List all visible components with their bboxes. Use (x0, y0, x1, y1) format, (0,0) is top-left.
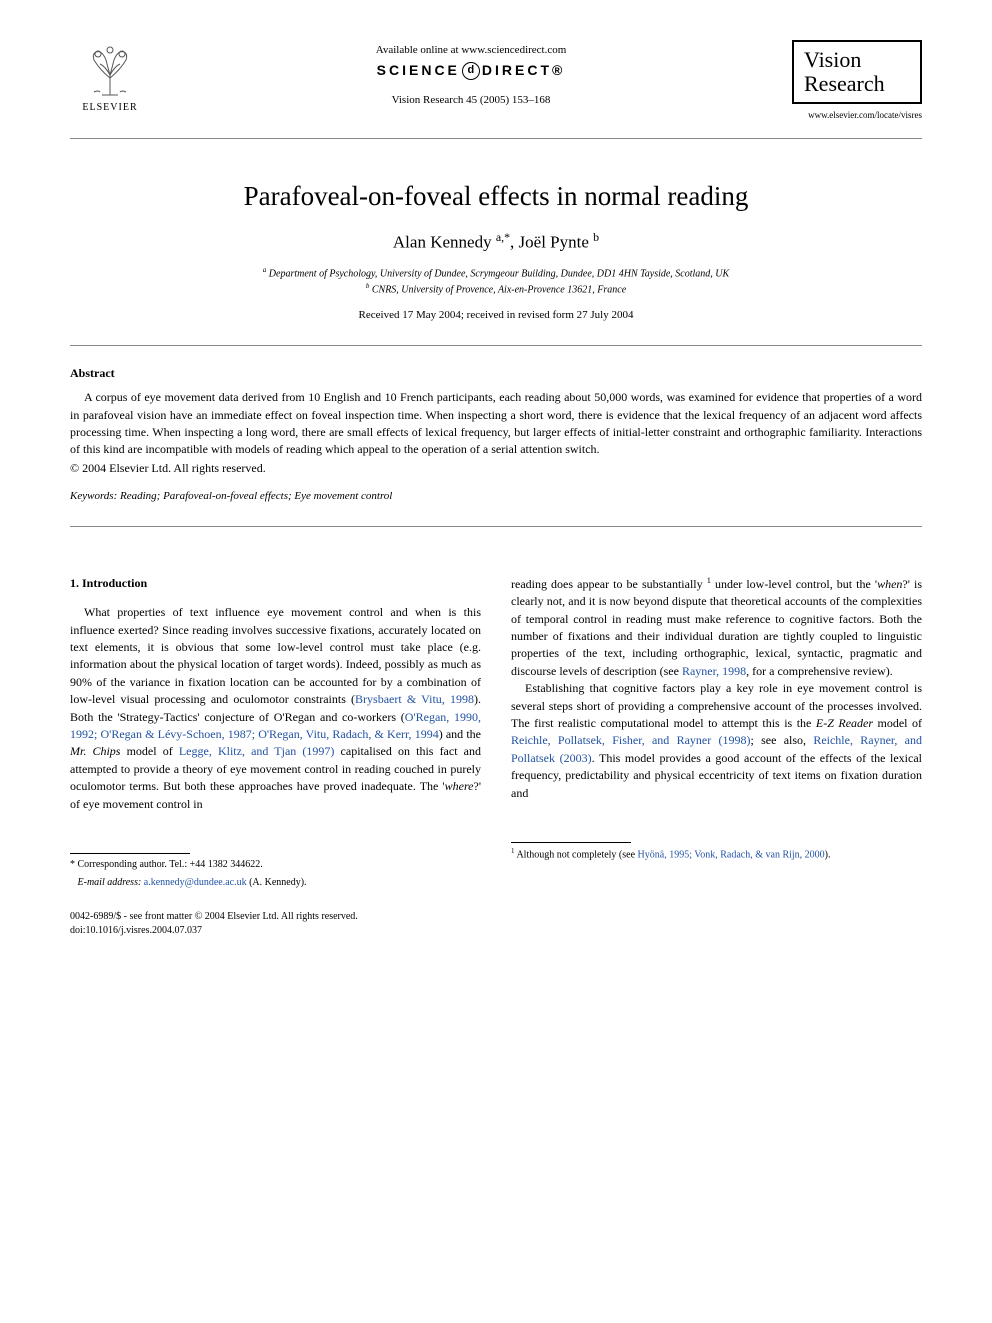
elsevier-label: ELSEVIER (82, 102, 137, 113)
ref-brysbaert[interactable]: Brysbaert & Vitu, 1998 (355, 692, 474, 706)
ref-legge[interactable]: Legge, Klitz, and Tjan (1997) (179, 744, 335, 758)
section-1-heading: 1. Introduction (70, 575, 481, 592)
abstract-heading: Abstract (70, 366, 922, 381)
t3: ) and the (439, 727, 481, 741)
email-note: E-mail address: a.kennedy@dundee.ac.uk (… (70, 876, 481, 890)
sciencedirect-logo: SCIENCEdDIRECT® (150, 62, 792, 80)
elsevier-tree-icon (80, 40, 140, 100)
r1: reading does appear to be substantially (511, 577, 707, 591)
fn1b: ). (825, 849, 831, 860)
divider-2 (70, 526, 922, 527)
keywords-text: Reading; Parafoveal-on-foveal effects; E… (120, 490, 392, 502)
footnote-1: 1 Although not completely (see Hyönä, 19… (511, 847, 922, 862)
abstract-body: A corpus of eye movement data derived fr… (70, 389, 922, 459)
affiliation-b-text: CNRS, University of Provence, Aix-en-Pro… (372, 284, 626, 295)
author-1-aff: a,* (496, 230, 510, 244)
sd-left: SCIENCE (377, 62, 460, 78)
article-title: Parafoveal-on-foveal effects in normal r… (70, 181, 922, 212)
affiliation-a-text: Department of Psychology, University of … (269, 268, 729, 279)
corr-star: * (70, 859, 78, 870)
elsevier-logo: ELSEVIER (70, 40, 150, 130)
mr-chips: Mr. Chips (70, 744, 120, 758)
corresponding-author-note: * Corresponding author. Tel.: +44 1382 3… (70, 858, 481, 872)
keywords-label: Keywords: (70, 490, 117, 502)
two-columns: 1. Introduction What properties of text … (70, 575, 922, 890)
header-center: Available online at www.sciencedirect.co… (150, 40, 792, 106)
fn1a: Although not completely (see (515, 849, 638, 860)
corr-text: Corresponding author. Tel.: +44 1382 344… (78, 859, 263, 870)
sd-right: DIRECT® (482, 62, 565, 78)
abstract-copyright: © 2004 Elsevier Ltd. All rights reserved… (70, 461, 922, 476)
ref-reichle98[interactable]: Reichle, Pollatsek, Fisher, and Rayner (… (511, 733, 751, 747)
email-tail: (A. Kennedy). (247, 877, 307, 888)
header-bar: ELSEVIER Available online at www.science… (70, 40, 922, 139)
journal-reference: Vision Research 45 (2005) 153–168 (150, 94, 792, 106)
journal-name-1: Vision (804, 48, 910, 72)
footer-doi: doi:10.1016/j.visres.2004.07.037 (70, 924, 922, 938)
article-dates: Received 17 May 2004; received in revise… (70, 309, 922, 321)
footnote-rule-left (70, 853, 190, 854)
r6: model of (873, 716, 922, 730)
intro-para-1-right: reading does appear to be substantially … (511, 575, 922, 680)
footer: 0042-6989/$ - see front matter © 2004 El… (70, 910, 922, 938)
r4: , for a comprehensive review). (746, 664, 893, 678)
keywords: Keywords: Reading; Parafoveal-on-foveal … (70, 490, 922, 502)
when-italic: when (877, 577, 902, 591)
author-1: Alan Kennedy (393, 233, 496, 252)
sd-at-icon: d (462, 62, 480, 80)
ref-hyona[interactable]: Hyönä, 1995; Vonk, Radach, & van Rijn, 2… (638, 849, 825, 860)
journal-url: www.elsevier.com/locate/visres (792, 110, 922, 120)
intro-para-1-left: What properties of text influence eye mo… (70, 604, 481, 813)
r2: under low-level control, but the ' (711, 577, 877, 591)
corresponding-email[interactable]: a.kennedy@dundee.ac.uk (144, 877, 247, 888)
email-label: E-mail address: (78, 877, 142, 888)
authors: Alan Kennedy a,*, Joël Pynte b (70, 230, 922, 253)
available-online-text: Available online at www.sciencedirect.co… (150, 44, 792, 56)
column-left: 1. Introduction What properties of text … (70, 575, 481, 890)
ez-reader: E-Z Reader (816, 716, 873, 730)
divider-1 (70, 345, 922, 346)
where-italic: where (445, 779, 474, 793)
ref-rayner98[interactable]: Rayner, 1998 (682, 664, 746, 678)
journal-box-wrap: Vision Research www.elsevier.com/locate/… (792, 40, 922, 120)
journal-title-box: Vision Research (792, 40, 922, 104)
journal-name-2: Research (804, 72, 910, 96)
footnote-rule-right (511, 842, 631, 843)
author-sep: , (510, 233, 519, 252)
affiliation-b: b CNRS, University of Provence, Aix-en-P… (70, 281, 922, 297)
footer-copyright: 0042-6989/$ - see front matter © 2004 El… (70, 910, 922, 924)
r3: ?' is clearly not, and it is now beyond … (511, 577, 922, 678)
column-right: reading does appear to be substantially … (511, 575, 922, 890)
t4: model of (120, 744, 178, 758)
intro-para-2: Establishing that cognitive factors play… (511, 680, 922, 802)
author-2: Joël Pynte (519, 233, 594, 252)
affiliation-a: a Department of Psychology, University o… (70, 265, 922, 281)
author-2-aff: b (593, 230, 599, 244)
affiliations: a Department of Psychology, University o… (70, 265, 922, 298)
r7: ; see also, (751, 733, 814, 747)
